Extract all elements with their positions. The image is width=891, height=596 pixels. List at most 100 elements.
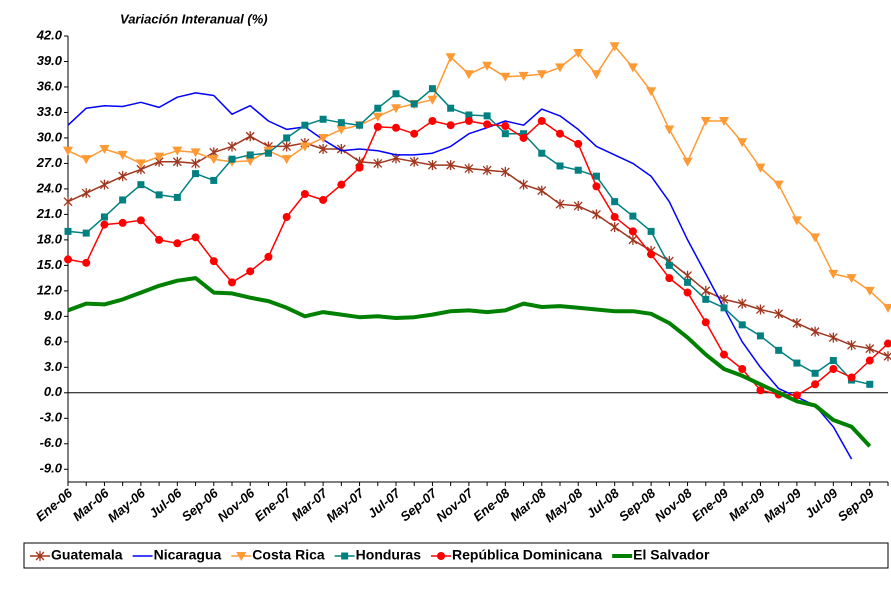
marker — [410, 100, 418, 108]
marker — [518, 71, 529, 81]
marker — [700, 116, 711, 126]
marker — [447, 104, 455, 112]
marker — [282, 141, 292, 152]
x-tick-label: Sep-06 — [179, 485, 222, 524]
marker — [427, 160, 437, 171]
x-tick-label: Sep-07 — [397, 485, 440, 524]
x-tick-label: May-07 — [323, 485, 367, 525]
marker — [791, 216, 802, 226]
legend-label: Guatemala — [51, 547, 123, 563]
marker — [373, 158, 383, 169]
x-tick-label: May-09 — [761, 485, 805, 525]
marker — [118, 171, 128, 182]
marker — [537, 116, 546, 125]
marker — [337, 180, 346, 189]
marker — [720, 304, 728, 312]
marker — [155, 191, 163, 199]
x-tick-label: Sep-09 — [835, 485, 878, 524]
x-tick-label: Mar-07 — [288, 485, 330, 524]
marker — [119, 196, 127, 204]
marker — [100, 220, 109, 229]
x-tick-label: Ene-07 — [251, 485, 294, 524]
marker — [864, 286, 875, 296]
marker — [318, 133, 329, 143]
y-tick-label: 36.0 — [37, 78, 63, 93]
marker — [209, 257, 218, 266]
marker — [755, 304, 765, 315]
marker — [64, 255, 72, 264]
marker — [372, 112, 383, 122]
marker — [775, 346, 783, 354]
marker — [501, 130, 509, 138]
x-tick-label: Ene-08 — [470, 485, 513, 524]
marker — [610, 212, 619, 221]
marker — [500, 72, 511, 82]
y-tick-label: 21.0 — [36, 206, 63, 221]
marker — [720, 350, 728, 359]
marker — [883, 351, 891, 362]
marker — [538, 149, 546, 157]
marker — [99, 179, 109, 190]
marker — [609, 42, 620, 52]
marker — [192, 170, 200, 178]
marker — [137, 181, 145, 189]
marker — [537, 185, 547, 196]
x-tick-label: Jul-07 — [365, 485, 404, 521]
marker — [519, 133, 528, 142]
y-tick-label: 3.0 — [44, 359, 63, 374]
x-tick-label: Ene-06 — [33, 485, 76, 524]
marker — [591, 209, 601, 220]
marker — [446, 121, 455, 130]
marker — [883, 303, 891, 313]
marker — [774, 308, 784, 319]
marker — [556, 162, 564, 170]
legend-label: República Dominicana — [452, 547, 602, 563]
y-tick-label: 15.0 — [37, 257, 63, 272]
marker — [647, 250, 656, 259]
marker — [755, 163, 766, 173]
marker — [573, 48, 584, 58]
marker — [792, 391, 801, 400]
y-tick-label: 24.0 — [36, 180, 63, 195]
marker — [737, 298, 747, 309]
marker — [374, 104, 382, 112]
x-tick-label: Nov-08 — [652, 485, 695, 525]
x-tick-label: Mar-08 — [507, 485, 549, 524]
marker — [629, 212, 637, 220]
marker — [190, 148, 201, 158]
marker — [773, 180, 784, 190]
marker — [246, 151, 254, 159]
marker — [336, 143, 346, 154]
marker — [737, 138, 748, 148]
marker — [465, 111, 473, 119]
marker — [319, 115, 327, 123]
marker — [828, 269, 839, 279]
marker — [410, 129, 419, 138]
series-line — [67, 45, 889, 309]
y-tick-label: -3.0 — [40, 410, 63, 425]
marker — [191, 158, 201, 169]
marker — [846, 274, 857, 284]
marker — [82, 258, 91, 267]
marker — [592, 172, 600, 180]
marker — [519, 179, 529, 190]
marker — [682, 157, 693, 167]
marker — [210, 176, 218, 184]
y-tick-label: 39.0 — [37, 53, 63, 68]
y-tick-label: -9.0 — [40, 461, 63, 476]
x-tick-label: Jul-06 — [146, 485, 185, 521]
marker — [719, 116, 729, 126]
marker — [501, 122, 510, 131]
marker — [665, 261, 673, 269]
marker — [574, 139, 583, 148]
marker — [136, 216, 145, 225]
x-tick-label: Sep-08 — [616, 485, 659, 524]
marker — [556, 129, 564, 138]
marker — [646, 87, 657, 97]
marker — [536, 70, 547, 80]
marker — [154, 152, 165, 162]
marker — [445, 53, 456, 63]
marker — [246, 267, 255, 276]
marker — [482, 61, 493, 71]
legend-label: Honduras — [356, 547, 422, 563]
